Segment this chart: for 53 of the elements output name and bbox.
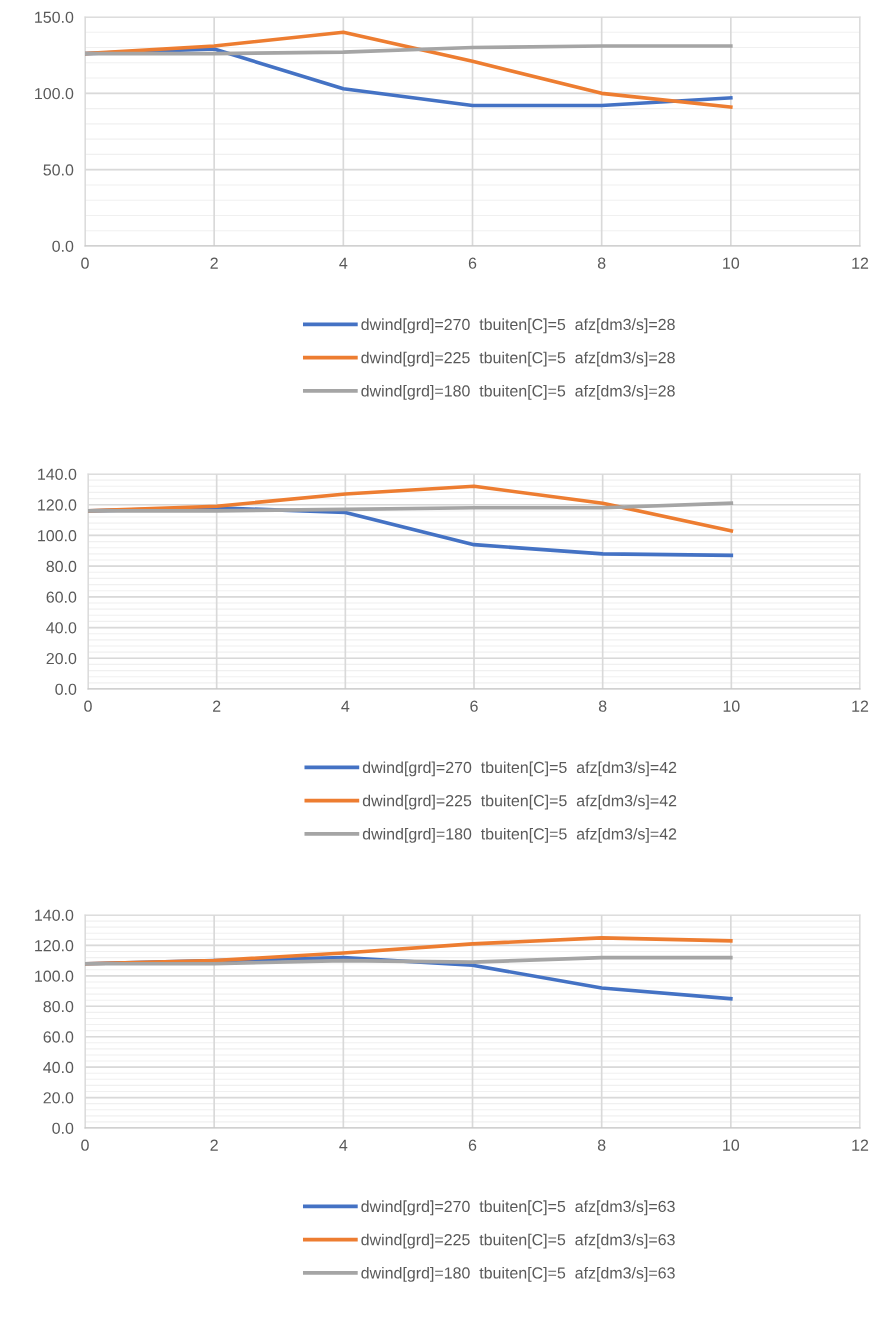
line-series — [85, 44, 733, 56]
legend-label: dwind[grd]=180 tbuiten[C]=5 afz[dm3/s]=63 — [361, 1266, 675, 1282]
x-tick-label: 2 — [210, 1139, 218, 1151]
y-tick-label: 150.0 — [35, 11, 74, 23]
legend-label: dwind[grd]=270 tbuiten[C]=5 afz[dm3/s]=63 — [361, 1200, 675, 1216]
x-tick-label: 4 — [339, 1139, 348, 1151]
x-tick-label: 6 — [468, 257, 477, 269]
y-tick-label: 80.0 — [46, 560, 77, 573]
x-tick-label: 6 — [468, 1139, 477, 1151]
x-tick-label: 4 — [341, 700, 350, 712]
y-tick-label: 50.0 — [43, 164, 74, 176]
y-tick-label: 100.0 — [35, 970, 74, 982]
y-tick-label: 140.0 — [35, 909, 74, 921]
x-tick-label: 0 — [81, 1139, 89, 1151]
x-tick-label: 12 — [852, 700, 869, 712]
x-tick-label: 2 — [210, 257, 218, 269]
y-tick-label: 20.0 — [43, 1092, 74, 1104]
x-tick-label: 0 — [84, 700, 92, 712]
y-tick-label: 40.0 — [43, 1061, 74, 1074]
legend-label: dwind[grd]=180 tbuiten[C]=5 afz[dm3/s]=28 — [361, 384, 675, 400]
legend-label: dwind[grd]=225 tbuiten[C]=5 afz[dm3/s]=28 — [361, 351, 675, 367]
x-tick-label: 8 — [597, 1139, 606, 1151]
x-tick-label: 8 — [597, 257, 606, 269]
legend-label: dwind[grd]=180 tbuiten[C]=5 afz[dm3/s]=42 — [362, 827, 677, 843]
legend-label: dwind[grd]=225 tbuiten[C]=5 afz[dm3/s]=42 — [362, 794, 677, 810]
x-tick-label: 10 — [723, 1139, 740, 1151]
x-tick-label: 2 — [213, 700, 221, 712]
x-tick-label: 10 — [723, 700, 740, 712]
line-series — [88, 501, 734, 513]
x-tick-label: 6 — [470, 700, 478, 712]
x-tick-label: 12 — [852, 1139, 869, 1151]
legend-label: dwind[grd]=270 tbuiten[C]=5 afz[dm3/s]=28 — [361, 318, 675, 334]
y-tick-label: 120.0 — [35, 940, 74, 952]
y-tick-label: 80.0 — [43, 1000, 74, 1013]
y-tick-label: 0.0 — [52, 240, 74, 252]
x-tick-label: 8 — [598, 700, 607, 712]
x-tick-label: 12 — [852, 257, 869, 269]
y-tick-label: 0.0 — [55, 683, 77, 695]
y-tick-label: 100.0 — [35, 87, 74, 100]
y-tick-label: 0.0 — [52, 1122, 74, 1134]
y-tick-label: 140.0 — [38, 468, 77, 480]
y-tick-label: 40.0 — [46, 622, 77, 634]
legend-label: dwind[grd]=225 tbuiten[C]=5 afz[dm3/s]=63 — [361, 1233, 675, 1249]
y-tick-label: 60.0 — [43, 1031, 74, 1043]
y-tick-label: 20.0 — [46, 652, 77, 665]
y-tick-label: 60.0 — [46, 591, 77, 603]
y-tick-label: 120.0 — [38, 499, 77, 511]
x-tick-label: 0 — [81, 257, 89, 269]
legend-label: dwind[grd]=270 tbuiten[C]=5 afz[dm3/s]=42 — [362, 761, 677, 777]
x-tick-label: 4 — [339, 257, 348, 269]
x-tick-label: 10 — [723, 257, 740, 269]
y-tick-label: 100.0 — [38, 530, 77, 542]
line-series — [85, 955, 733, 966]
